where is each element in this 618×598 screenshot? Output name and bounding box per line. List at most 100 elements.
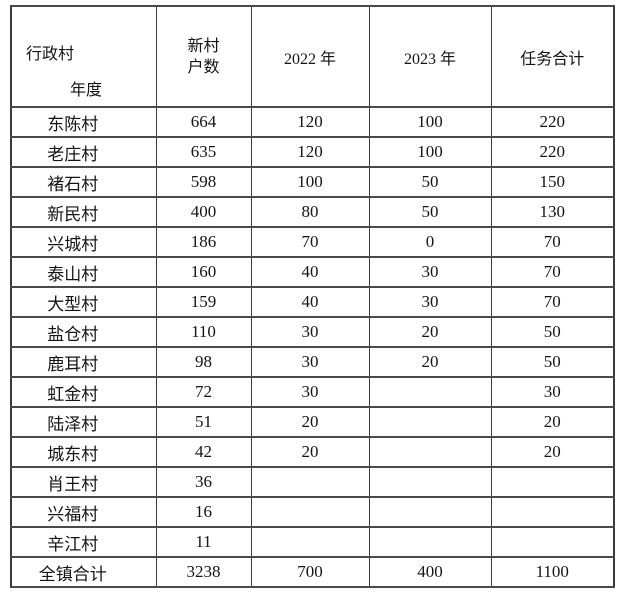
value-cell [368, 436, 492, 468]
value-cell: 36 [155, 466, 252, 498]
value-cell: 664 [155, 106, 252, 138]
value-cell: 110 [155, 316, 252, 348]
value-cell: 42 [155, 436, 252, 468]
value-cell: 30 [368, 256, 492, 288]
corner-header-cell: 行政村 年度 [10, 5, 157, 108]
value-cell: 16 [155, 496, 252, 528]
village-name-cell: 鹿耳村 [10, 346, 157, 378]
village-name-cell: 褚石村 [10, 166, 157, 198]
village-task-table-container: 行政村 年度 新村 户数 2022 年 2023 年 任务合计 东陈村 664 12… [10, 5, 615, 588]
value-cell [368, 466, 492, 498]
value-cell: 186 [155, 226, 252, 258]
village-name-cell: 辛江村 [10, 526, 157, 558]
village-name-cell: 东陈村 [10, 106, 157, 138]
column-header-2023: 2023 年 [368, 5, 492, 108]
table-row: 新民村 400 80 50 130 [10, 196, 615, 228]
value-cell: 50 [490, 316, 615, 348]
value-cell [490, 496, 615, 528]
table-row: 城东村 42 20 20 [10, 436, 615, 468]
value-cell: 40 [250, 286, 370, 318]
value-cell: 220 [490, 136, 615, 168]
village-name-cell: 城东村 [10, 436, 157, 468]
value-cell: 70 [490, 286, 615, 318]
value-cell: 30 [250, 316, 370, 348]
value-cell: 30 [368, 286, 492, 318]
table-body: 东陈村 664 120 100 220 老庄村 635 120 100 220 褚石村 598 100 5… [10, 106, 615, 588]
value-cell [368, 376, 492, 408]
table-row: 鹿耳村 98 30 20 50 [10, 346, 615, 378]
table-row: 盐仓村 110 30 20 50 [10, 316, 615, 348]
village-name-cell: 大型村 [10, 286, 157, 318]
table-row: 辛江村 11 [10, 526, 615, 558]
village-name-cell: 全镇合计 [10, 556, 157, 588]
value-cell: 40 [250, 256, 370, 288]
value-cell: 150 [490, 166, 615, 198]
value-cell [250, 526, 370, 558]
value-cell: 1100 [490, 556, 615, 588]
village-name-cell: 虹金村 [10, 376, 157, 408]
value-cell: 635 [155, 136, 252, 168]
table-row: 大型村 159 40 30 70 [10, 286, 615, 318]
value-cell: 400 [155, 196, 252, 228]
header-row: 行政村 年度 新村 户数 2022 年 2023 年 任务合计 [10, 5, 615, 108]
value-cell: 51 [155, 406, 252, 438]
village-name-cell: 新民村 [10, 196, 157, 228]
table-row: 褚石村 598 100 50 150 [10, 166, 615, 198]
value-cell: 50 [368, 166, 492, 198]
table-row: 兴福村 16 [10, 496, 615, 528]
value-cell: 0 [368, 226, 492, 258]
village-name-cell: 泰山村 [10, 256, 157, 288]
value-cell: 70 [490, 256, 615, 288]
value-cell: 160 [155, 256, 252, 288]
value-cell: 598 [155, 166, 252, 198]
value-cell: 100 [368, 136, 492, 168]
table-row: 陆泽村 51 20 20 [10, 406, 615, 438]
value-cell: 50 [490, 346, 615, 378]
value-cell: 220 [490, 106, 615, 138]
column-header-2022: 2022 年 [250, 5, 370, 108]
value-cell: 30 [250, 376, 370, 408]
value-cell: 400 [368, 556, 492, 588]
value-cell: 30 [490, 376, 615, 408]
value-cell [368, 406, 492, 438]
value-cell: 80 [250, 196, 370, 228]
value-cell: 98 [155, 346, 252, 378]
value-cell: 30 [250, 346, 370, 378]
table-row: 东陈村 664 120 100 220 [10, 106, 615, 138]
value-cell: 20 [490, 406, 615, 438]
village-name-cell: 肖王村 [10, 466, 157, 498]
value-cell: 100 [368, 106, 492, 138]
table-header: 行政村 年度 新村 户数 2022 年 2023 年 任务合计 [10, 5, 615, 108]
value-cell: 20 [250, 406, 370, 438]
value-cell: 72 [155, 376, 252, 408]
value-cell: 130 [490, 196, 615, 228]
value-cell: 50 [368, 196, 492, 228]
value-cell: 100 [250, 166, 370, 198]
value-cell: 3238 [155, 556, 252, 588]
row-axis-label: 行政村 [26, 46, 75, 63]
value-cell: 20 [368, 346, 492, 378]
village-name-cell: 陆泽村 [10, 406, 157, 438]
value-cell [490, 466, 615, 498]
value-cell [250, 496, 370, 528]
column-header-households: 新村 户数 [155, 5, 252, 108]
village-task-table: 行政村 年度 新村 户数 2022 年 2023 年 任务合计 东陈村 664 12… [10, 5, 615, 588]
value-cell: 120 [250, 136, 370, 168]
table-row: 虹金村 72 30 30 [10, 376, 615, 408]
village-name-cell: 老庄村 [10, 136, 157, 168]
value-cell: 20 [250, 436, 370, 468]
table-row: 肖王村 36 [10, 466, 615, 498]
value-cell [368, 496, 492, 528]
value-cell: 120 [250, 106, 370, 138]
village-name-cell: 盐仓村 [10, 316, 157, 348]
value-cell [490, 526, 615, 558]
value-cell: 700 [250, 556, 370, 588]
value-cell [368, 526, 492, 558]
value-cell: 20 [368, 316, 492, 348]
total-row: 全镇合计 3238 700 400 1100 [10, 556, 615, 588]
table-row: 老庄村 635 120 100 220 [10, 136, 615, 168]
value-cell: 70 [490, 226, 615, 258]
value-cell [250, 466, 370, 498]
village-name-cell: 兴城村 [10, 226, 157, 258]
column-header-task-total: 任务合计 [490, 5, 615, 108]
